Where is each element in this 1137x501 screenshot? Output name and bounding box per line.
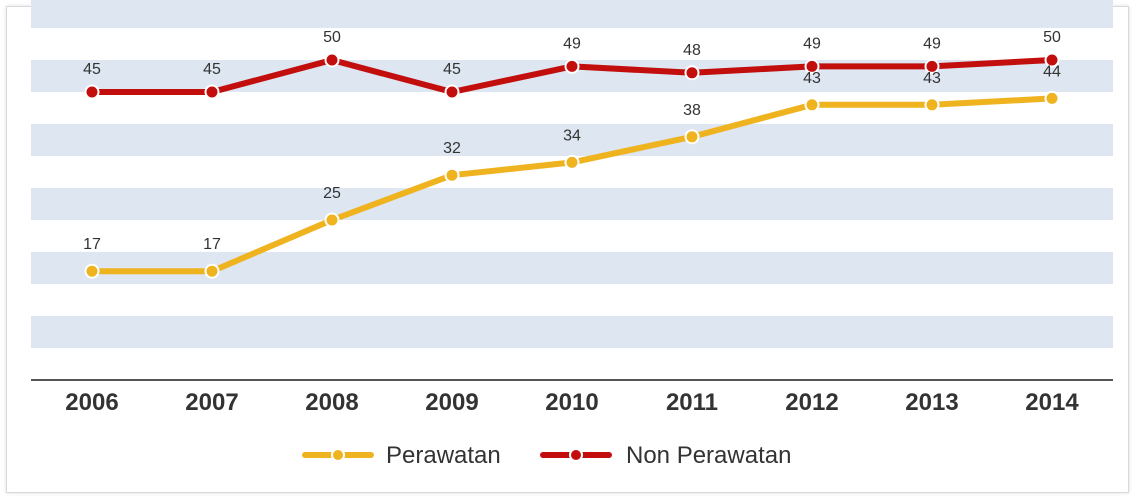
legend-swatch-marker-non-perawatan bbox=[569, 448, 583, 462]
x-tick-label-2006: 2006 bbox=[65, 389, 118, 416]
data-point-perawatan-2011 bbox=[684, 129, 700, 145]
legend-label-perawatan: Perawatan bbox=[386, 442, 501, 469]
data-point-perawatan-2012 bbox=[804, 97, 820, 113]
data-point-perawatan-2006 bbox=[84, 263, 100, 279]
data-label-perawatan-2014: 44 bbox=[1043, 63, 1061, 80]
data-point-perawatan-2013 bbox=[924, 97, 940, 113]
data-point-perawatan-2008 bbox=[324, 212, 340, 228]
data-point-non-perawatan-2008 bbox=[324, 52, 340, 68]
data-label-perawatan-2011: 38 bbox=[683, 102, 701, 119]
legend: Perawatan Non Perawatan bbox=[302, 442, 791, 469]
data-label-non-perawatan-2008: 50 bbox=[323, 29, 341, 46]
data-point-non-perawatan-2013 bbox=[924, 58, 940, 74]
x-tick-label-2013: 2013 bbox=[905, 389, 958, 416]
data-point-non-perawatan-2007 bbox=[204, 84, 220, 100]
x-tick-label-2010: 2010 bbox=[545, 389, 598, 416]
series-data-labels: 17 17 25 32 34 38 43 43 44 45 45 50 45 49 48 49 49 50 bbox=[83, 29, 1061, 253]
data-label-non-perawatan-2006: 45 bbox=[83, 61, 101, 78]
data-point-non-perawatan-2006 bbox=[84, 84, 100, 100]
data-label-perawatan-2008: 25 bbox=[323, 185, 341, 202]
data-point-perawatan-2007 bbox=[204, 263, 220, 279]
x-tick-label-2014: 2014 bbox=[1025, 389, 1079, 416]
data-point-non-perawatan-2011 bbox=[684, 65, 700, 81]
data-point-non-perawatan-2014 bbox=[1044, 52, 1060, 68]
data-point-non-perawatan-2010 bbox=[564, 58, 580, 74]
data-label-non-perawatan-2013: 49 bbox=[923, 35, 941, 52]
x-tick-label-2011: 2011 bbox=[666, 389, 718, 416]
legend-label-non-perawatan: Non Perawatan bbox=[626, 442, 791, 469]
x-tick-label-2007: 2007 bbox=[185, 389, 238, 416]
data-label-non-perawatan-2007: 45 bbox=[203, 61, 221, 78]
data-label-non-perawatan-2011: 48 bbox=[683, 42, 701, 59]
background-band bbox=[31, 188, 1113, 220]
data-point-non-perawatan-2012 bbox=[804, 58, 820, 74]
data-label-non-perawatan-2012: 49 bbox=[803, 35, 821, 52]
x-tick-label-2009: 2009 bbox=[425, 389, 478, 416]
data-label-non-perawatan-2014: 50 bbox=[1043, 29, 1061, 46]
data-label-perawatan-2009: 32 bbox=[443, 140, 461, 157]
data-label-perawatan-2010: 34 bbox=[563, 127, 581, 144]
background-band bbox=[31, 0, 1113, 28]
data-label-perawatan-2012: 43 bbox=[803, 70, 821, 87]
data-point-perawatan-2014 bbox=[1044, 90, 1060, 106]
background-band bbox=[31, 124, 1113, 156]
background-band bbox=[31, 316, 1113, 348]
data-label-non-perawatan-2010: 49 bbox=[563, 35, 581, 52]
x-tick-label-2012: 2012 bbox=[785, 389, 838, 416]
data-label-non-perawatan-2009: 45 bbox=[443, 61, 461, 78]
series-points bbox=[84, 52, 1060, 279]
x-axis-tick-labels: 2006 2007 2008 2009 2010 2011 2012 2013 2014 bbox=[65, 389, 1079, 416]
x-tick-label-2008: 2008 bbox=[305, 389, 358, 416]
data-label-perawatan-2013: 43 bbox=[923, 70, 941, 87]
data-point-perawatan-2009 bbox=[444, 167, 460, 183]
data-label-perawatan-2006: 17 bbox=[83, 236, 101, 253]
data-label-perawatan-2007: 17 bbox=[203, 236, 221, 253]
data-point-perawatan-2010 bbox=[564, 154, 580, 170]
data-point-non-perawatan-2009 bbox=[444, 84, 460, 100]
background-band bbox=[31, 252, 1113, 284]
legend-swatch-marker-perawatan bbox=[331, 448, 345, 462]
